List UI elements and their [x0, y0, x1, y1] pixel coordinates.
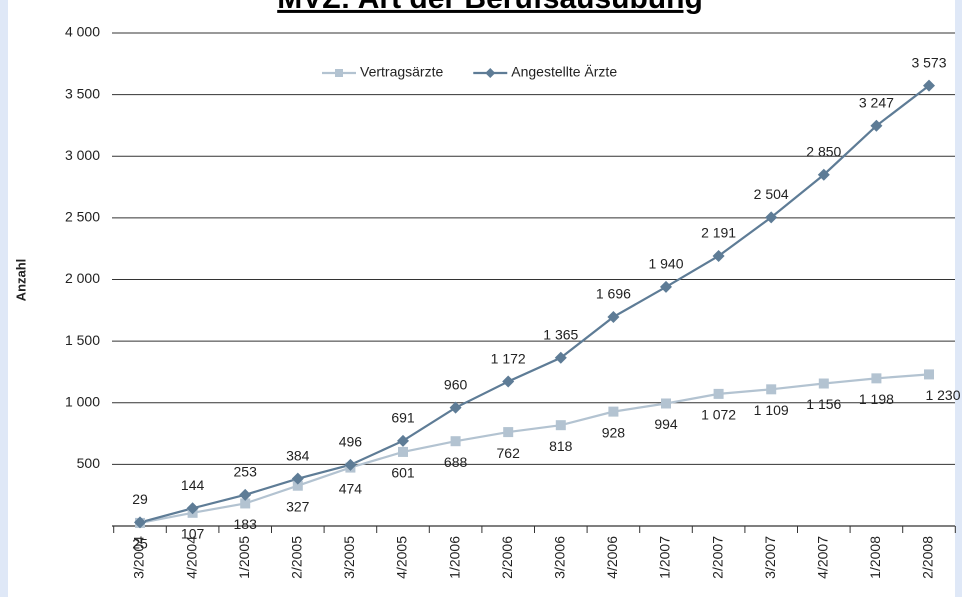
- point: [344, 458, 357, 471]
- data-label: 1 109: [754, 402, 789, 418]
- point: [134, 516, 146, 529]
- data-label: 3 247: [859, 95, 894, 111]
- point: [397, 434, 409, 447]
- data-label: 25: [132, 536, 148, 552]
- y-tick-label: 4 000: [65, 24, 100, 40]
- point: [766, 384, 777, 395]
- point: [292, 480, 303, 491]
- legend-label: Vertragsärzte: [360, 64, 443, 80]
- x-tick-label: 1/2005: [236, 536, 252, 579]
- x-tick-label: 1/2008: [867, 536, 883, 579]
- point: [503, 427, 514, 438]
- line: [139, 84, 930, 524]
- point: [607, 310, 620, 323]
- point: [398, 446, 408, 457]
- x-tick-label: 4/2007: [815, 536, 831, 579]
- y-tick-label: 1 000: [65, 393, 100, 409]
- x-tick-label: 2/2005: [289, 536, 305, 579]
- x-tick-label: 4/2005: [394, 536, 410, 579]
- point: [712, 249, 725, 262]
- data-label: 1 940: [648, 256, 683, 272]
- data-label: 1 072: [701, 407, 736, 423]
- x-tick-label: 3/2005: [341, 536, 357, 579]
- point: [660, 280, 672, 293]
- x-tick-label: 4/2006: [604, 536, 620, 579]
- data-label: 1 230: [925, 387, 960, 403]
- data-label: 1 198: [859, 391, 894, 407]
- plot-background: [8, 0, 955, 597]
- y-tick-label: 3 000: [65, 147, 100, 163]
- point: [870, 119, 883, 132]
- point: [240, 498, 251, 509]
- x-tick-label: 3/2007: [762, 536, 778, 579]
- y-tick-label: 500: [77, 455, 101, 471]
- data-label: 144: [181, 477, 205, 493]
- data-label: 327: [286, 498, 310, 514]
- point: [239, 488, 252, 501]
- line: [139, 373, 930, 524]
- y-tick-label: 1 500: [65, 332, 100, 348]
- legend-marker: [335, 69, 343, 77]
- point: [502, 375, 515, 388]
- data-label: 3 573: [911, 54, 946, 70]
- data-label: 496: [339, 434, 363, 450]
- data-label: 2 191: [701, 225, 736, 241]
- data-label: 1 172: [491, 350, 526, 366]
- x-tick-label: 3/2006: [552, 536, 568, 579]
- legend-marker: [485, 68, 496, 78]
- data-label: 818: [549, 438, 573, 454]
- y-tick-label: 2 000: [65, 270, 100, 286]
- x-tick-label: 3/2004: [131, 536, 147, 579]
- y-axis-label: Anzahl: [13, 259, 28, 302]
- data-label: 253: [234, 464, 258, 480]
- data-label: 691: [391, 410, 415, 426]
- point: [923, 79, 935, 92]
- data-label: 183: [234, 516, 258, 532]
- point: [291, 472, 304, 485]
- data-label: 960: [444, 376, 468, 392]
- point: [449, 401, 462, 414]
- data-label: 762: [497, 445, 521, 461]
- data-label: 1 365: [543, 326, 578, 342]
- point: [555, 420, 566, 431]
- data-label: 601: [391, 465, 415, 481]
- x-tick-label: 2/2007: [709, 536, 725, 579]
- x-tick-label: 2/2006: [499, 536, 515, 579]
- x-tick-label: 1/2007: [657, 536, 673, 579]
- point: [554, 351, 567, 364]
- point: [713, 388, 724, 399]
- data-label: 2 850: [806, 143, 841, 159]
- data-label: 928: [602, 424, 626, 440]
- data-label: 384: [286, 447, 310, 463]
- x-tick-label: 4/2004: [183, 536, 199, 579]
- point: [765, 211, 778, 224]
- data-label: 29: [132, 491, 148, 507]
- y-tick-label: 2 500: [65, 209, 100, 225]
- x-tick-label: 1/2006: [446, 536, 462, 579]
- legend-label: Angestellte Ärzte: [511, 64, 617, 80]
- data-label: 474: [339, 480, 363, 496]
- point: [818, 378, 829, 389]
- chart-title: MVZ: Art der Berufsausübung: [277, 0, 703, 15]
- point: [186, 502, 199, 515]
- point: [608, 406, 619, 417]
- x-tick-label: 2/2008: [920, 536, 936, 579]
- data-label: 2 504: [754, 186, 789, 202]
- y-tick-label: 3 500: [65, 85, 100, 101]
- data-label: 688: [444, 454, 468, 470]
- point: [924, 369, 934, 380]
- point: [661, 398, 671, 409]
- point: [817, 168, 830, 181]
- data-label: 107: [181, 526, 205, 542]
- data-label: 1 156: [806, 396, 841, 412]
- data-label: 994: [654, 416, 678, 432]
- point: [450, 436, 461, 447]
- point: [871, 373, 882, 384]
- data-label: 1 696: [596, 286, 631, 302]
